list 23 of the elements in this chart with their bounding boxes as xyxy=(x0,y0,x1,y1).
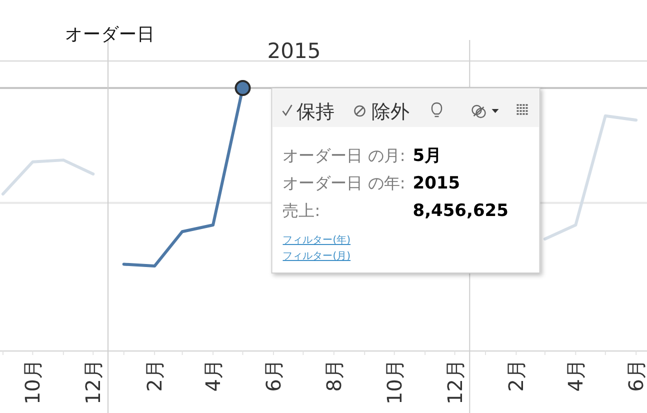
annotation: 除外 xyxy=(372,101,410,123)
x-tick-label: 6月 xyxy=(261,359,286,392)
x-tick-label: 2月 xyxy=(142,359,167,392)
annotation: 8,456,625 xyxy=(412,201,508,221)
x-tick-label: 8月 xyxy=(322,359,346,392)
x-tick-label: 2月 xyxy=(504,359,528,392)
annotation: フィルター(年) xyxy=(282,234,351,246)
annotation: オーダー日 の月: xyxy=(282,146,406,165)
x-tick-label: 12月 xyxy=(81,359,106,404)
x-tick-label: 10月 xyxy=(20,359,45,404)
x-tick-label: 4月 xyxy=(564,359,588,392)
annotation: 保持 xyxy=(296,101,335,123)
x-tick-label: 12月 xyxy=(442,359,467,404)
x-tick-label: 6月 xyxy=(624,359,647,392)
x-tick-label: 10月 xyxy=(382,359,406,404)
annotation: フィルター(月) xyxy=(282,251,351,262)
x-tick-label: 4月 xyxy=(201,359,226,392)
annotation: 売上: xyxy=(282,201,320,220)
annotation: 5月 xyxy=(412,146,442,166)
chart-title: オーダー日 xyxy=(65,25,155,45)
annotation: オーダー日 の年: xyxy=(282,174,406,192)
text: 2015 xyxy=(412,174,460,194)
text: 2015 xyxy=(267,39,321,63)
